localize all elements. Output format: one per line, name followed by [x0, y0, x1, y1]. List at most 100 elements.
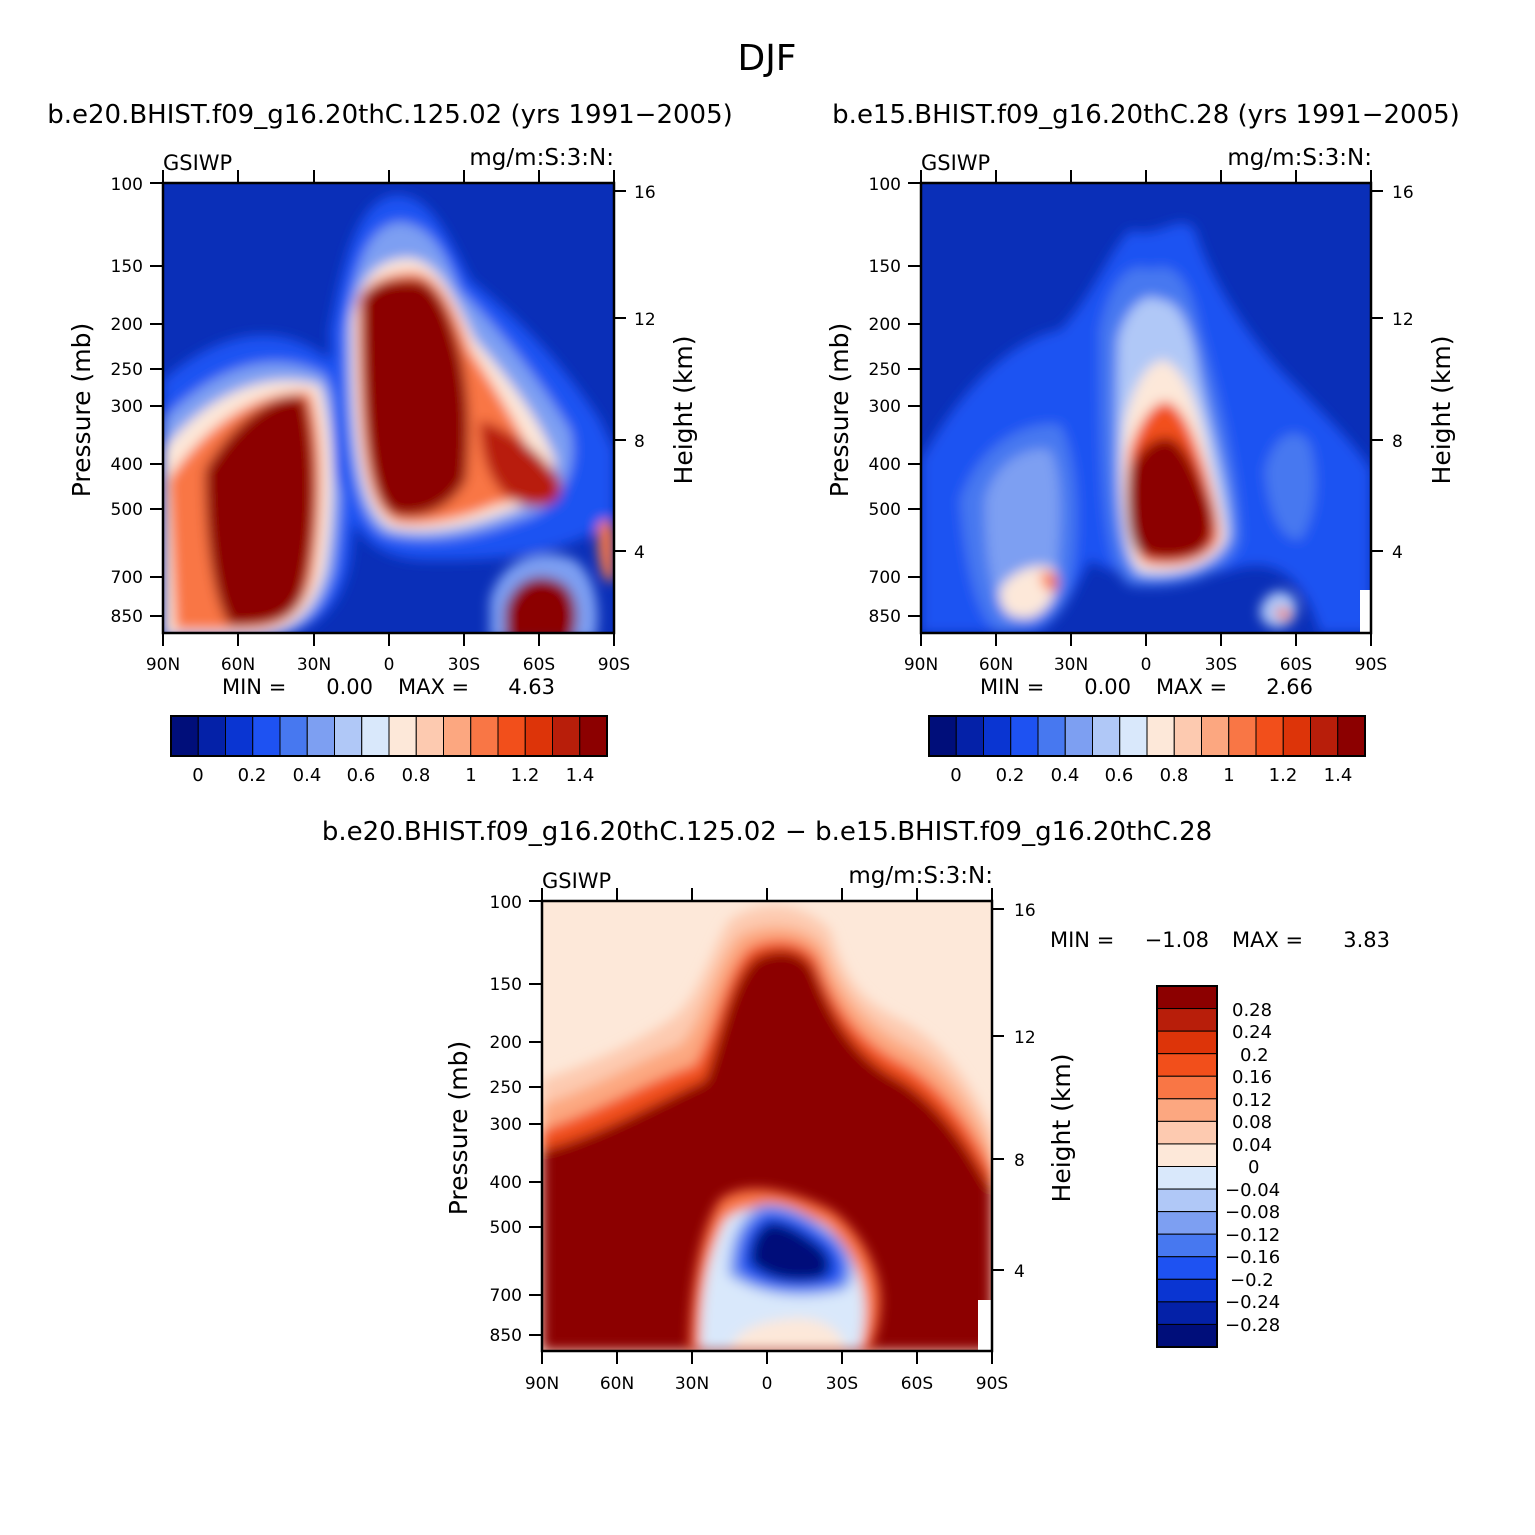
colorbar-swatch — [552, 715, 581, 757]
min-value: −1.08 — [1145, 928, 1209, 952]
colorbar-tick-label: 0.2 — [1240, 1045, 1269, 1066]
colorbar-tick-label: 0 — [950, 765, 961, 786]
colorbar-swatch — [1156, 1075, 1218, 1100]
x-tick-label: 30N — [675, 1374, 709, 1394]
y-right-tick-label: 8 — [634, 432, 645, 452]
contour-shell — [1040, 571, 1058, 592]
x-tick-label: 30N — [297, 655, 331, 675]
contour-field — [921, 183, 1371, 633]
x-tick-label: 30S — [448, 655, 480, 675]
colorbar-swatch — [1156, 1053, 1218, 1077]
y-right-tick-label: 16 — [1392, 183, 1414, 203]
y-tick-label: 100 — [111, 175, 143, 195]
colorbar-swatch — [1156, 1323, 1218, 1348]
y-ticks-left — [529, 900, 542, 1336]
colorbar-tick-label: 0.8 — [402, 765, 431, 786]
y-right-axis-title: Height (km) — [1427, 336, 1456, 485]
colorbar-swatch — [1156, 1030, 1218, 1055]
colorbar-tick-label: 0 — [1248, 1157, 1259, 1178]
variable-label: GSIWP — [163, 151, 232, 175]
colorbar-swatch — [388, 715, 417, 757]
colorbar-swatch — [579, 715, 608, 757]
colorbar-tick-label: 0.6 — [1105, 765, 1134, 786]
colorbar-swatch — [1156, 1188, 1218, 1213]
y-tick-label: 400 — [111, 455, 143, 475]
x-tick-label: 60N — [979, 655, 1013, 675]
x-tick-label: 60S — [1280, 655, 1312, 675]
field-missing — [978, 1300, 992, 1351]
y-tick-label: 300 — [111, 397, 143, 417]
colorbar-swatch — [1156, 1098, 1218, 1122]
colorbar-tick-label: 1.2 — [511, 765, 540, 786]
panel-title: b.e15.BHIST.f09_g16.20thC.28 (yrs 1991−2… — [832, 100, 1460, 130]
max-label: MAX = — [398, 675, 469, 699]
y-axis-title: Pressure (mb) — [825, 323, 854, 497]
y-tick-label: 250 — [869, 360, 901, 380]
x-tick-label: 0 — [384, 655, 395, 675]
y-right-tick-label: 12 — [634, 310, 656, 330]
x-tick-label: 90N — [525, 1374, 559, 1394]
field-missing — [1360, 590, 1371, 633]
units-label: mg/m:S:3:N: — [1227, 145, 1372, 171]
y-axis-left: 100 150 200 250 300 400 500 700 850 — [490, 893, 522, 1346]
colorbar-swatch — [197, 715, 226, 757]
contour-shell — [1265, 433, 1316, 540]
x-ticks — [541, 888, 993, 1364]
y-right-tick-label: 4 — [1392, 543, 1403, 563]
colorbar-frame — [928, 715, 1366, 757]
min-value: 0.00 — [1084, 675, 1131, 699]
panel-top-left: b.e20.BHIST.f09_g16.20thC.125.02 (yrs 19… — [47, 100, 733, 786]
x-tick-label: 30S — [1205, 655, 1237, 675]
colorbar-tick-label: 1.4 — [1324, 765, 1353, 786]
y-tick-label: 100 — [869, 175, 901, 195]
colorbar-swatch — [1146, 715, 1175, 757]
y-ticks-left — [150, 182, 163, 617]
colorbar-tick-label: −0.04 — [1225, 1180, 1280, 1201]
max-label: MAX = — [1156, 675, 1227, 699]
contour-core — [1127, 437, 1213, 560]
min-label: MIN = — [980, 675, 1044, 699]
colorbar-tick-label: 0.24 — [1232, 1022, 1272, 1043]
min-label: MIN = — [1050, 928, 1114, 952]
colorbar-swatch — [1037, 715, 1066, 757]
x-tick-label: 60N — [221, 655, 255, 675]
x-axis: 90N 60N 30N 0 30S 60S 90S — [904, 655, 1387, 675]
colorbar-tick-label: 0.6 — [347, 765, 376, 786]
colorbar-swatch — [928, 715, 957, 757]
y-tick-label: 700 — [490, 1286, 522, 1306]
colorbar-tick-label: 0.08 — [1232, 1112, 1272, 1133]
x-tick-label: 90S — [1355, 655, 1387, 675]
colorbar-vertical — [1156, 985, 1218, 1348]
colorbar-tick-label: 0.4 — [1051, 765, 1080, 786]
colorbar-swatch — [524, 715, 553, 757]
colorbar-swatch — [1156, 1008, 1218, 1032]
y-axis-right: 16 12 8 4 — [1392, 183, 1414, 563]
colorbar-swatch — [983, 715, 1012, 757]
y-right-tick-label: 8 — [1014, 1151, 1025, 1171]
colorbar-swatch — [1156, 1256, 1218, 1280]
colorbar-swatch — [1156, 1166, 1218, 1190]
y-tick-label: 850 — [111, 607, 143, 627]
y-right-tick-label: 12 — [1392, 310, 1414, 330]
colorbar-tick-label: 0.2 — [996, 765, 1025, 786]
y-axis-title: Pressure (mb) — [444, 1041, 473, 1215]
y-tick-label: 850 — [869, 607, 901, 627]
x-ticks — [920, 170, 1372, 646]
max-value: 2.66 — [1266, 675, 1313, 699]
max-value: 3.83 — [1343, 928, 1390, 952]
min-max-readout: MIN = 0.00 MAX = 4.63 — [222, 675, 555, 699]
max-label: MAX = — [1232, 928, 1303, 952]
colorbar-swatch — [1119, 715, 1148, 757]
colorbar-swatch — [1156, 1211, 1218, 1235]
colorbar-swatch — [443, 715, 472, 757]
x-tick-label: 30S — [826, 1374, 858, 1394]
colorbar-swatch — [1282, 715, 1311, 757]
contour-field — [163, 183, 614, 633]
colorbar-swatch — [470, 715, 499, 757]
y-right-tick-label: 4 — [1014, 1262, 1025, 1282]
x-tick-label: 90S — [976, 1374, 1008, 1394]
y-tick-label: 300 — [869, 397, 901, 417]
colorbar — [170, 715, 608, 757]
contour-field — [542, 901, 992, 1351]
